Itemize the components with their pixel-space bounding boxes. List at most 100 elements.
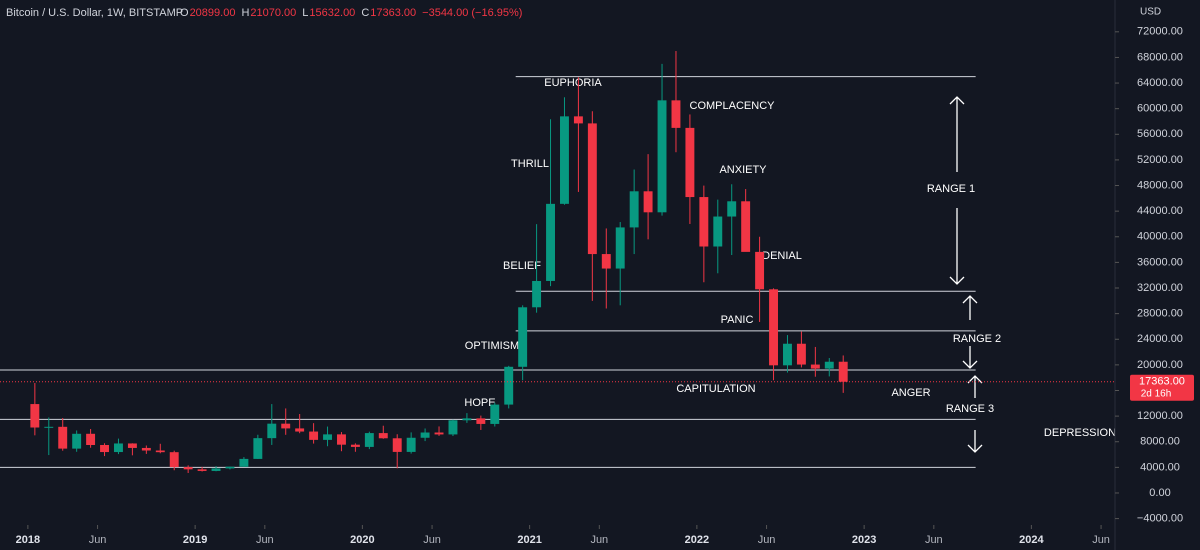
ohlc-readout: O 20899.00 H 21070.00 L 15632.00 C 17363.00 −354… [180,7,522,19]
ohlc-key: L [302,7,308,19]
candle-body [72,433,82,449]
annotation: DEPRESSION [1044,427,1116,439]
x-tick-label: 2022 [685,534,709,546]
x-tick-label: 2019 [183,534,207,546]
y-tick-label: 64000.00 [1137,77,1183,89]
arrows [949,96,983,453]
arrow [962,295,978,320]
candle-body [713,216,723,247]
candle-body [364,433,374,447]
candle-body [434,432,444,435]
annotation: HOPE [464,397,495,409]
arrow [949,208,965,285]
annotation: PANIC [721,314,754,326]
y-tick-label: 0.00 [1149,487,1170,499]
candle-body [225,466,235,469]
x-tick-label: Jun [925,534,943,546]
candle-body [448,420,458,435]
candle-body [114,443,123,453]
x-tick-label: 2021 [517,534,541,546]
candle-body [769,289,778,366]
candle-body [560,116,569,204]
ohlc-key: C [361,7,369,19]
candle-body [587,123,597,255]
y-tick-label: 44000.00 [1137,205,1183,217]
candle-body [518,307,528,367]
annotation: EUPHORIA [544,77,602,89]
candle-body [169,452,179,468]
candle-body [406,437,416,452]
price-tag-value: 17363.00 [1139,376,1185,388]
y-tick-label: 32000.00 [1137,282,1183,294]
ohlc-value: 20899.00 [190,7,236,19]
candle-body [295,428,305,432]
annotation: RANGE 1 [927,183,975,195]
arrow [962,346,978,369]
candle-body [727,201,737,217]
change: −3544.00 (−16.95%) [422,7,522,19]
candle-body [629,191,639,228]
candle-body [601,254,611,269]
candle-body [490,404,500,424]
candle-body [350,444,360,447]
annotation: OPTIMISM [465,340,519,352]
candle-body [197,469,207,471]
y-tick-label: 12000.00 [1137,410,1183,422]
annotation: RANGE 2 [953,333,1001,345]
y-tick-label: 28000.00 [1137,308,1183,320]
arrow [967,375,983,398]
price-tag-countdown: 2d 16h [1141,388,1172,399]
candle-body [838,361,848,382]
candle-body [183,467,193,470]
annotation: COMPLACENCY [690,100,776,112]
ohlc-value: 17363.00 [370,7,416,19]
y-tick-label: 36000.00 [1137,256,1183,268]
y-tick-label: 60000.00 [1137,103,1183,115]
candle-body [546,203,555,281]
ohlc-value: 21070.00 [250,7,296,19]
candle-body [253,438,263,459]
y-tick-label: 52000.00 [1137,154,1183,166]
y-tick-label: 20000.00 [1137,359,1183,371]
annotation: ANGER [891,387,930,399]
x-tick-label: Jun [1092,534,1110,546]
candle-body [699,197,709,247]
candle-body [741,201,751,252]
ohlc-value: 15632.00 [309,7,355,19]
symbol: Bitcoin / U.S. Dollar, 1W, BITSTAMP [6,7,183,19]
x-tick-label: 2018 [16,534,40,546]
y-tick-label: 56000.00 [1137,128,1183,140]
y-tick-label: 48000.00 [1137,179,1183,191]
candle-body [58,426,68,449]
candle-body [378,433,388,439]
annotation: THRILL [511,158,549,170]
x-tick-label: 2020 [350,534,374,546]
candle-body [323,434,332,440]
annotation: ANXIETY [719,164,767,176]
annotation: DENIAL [762,250,802,262]
ohlc-key: H [241,7,249,19]
annotation: RANGE 3 [946,403,994,415]
candle-body [824,361,834,369]
candle-body [141,447,151,451]
y-tick-label: 68000.00 [1137,51,1183,63]
candle-body [685,127,695,198]
candle-body [796,343,806,365]
y-tick-label: 8000.00 [1140,436,1180,448]
y-tick-label: −4000.00 [1137,513,1183,525]
candle-body [615,227,625,269]
y-tick-label: 72000.00 [1137,26,1183,38]
candle-body [573,116,583,124]
candle-body [810,364,820,369]
x-tick-label: Jun [423,534,441,546]
y-tick-label: 4000.00 [1140,461,1180,473]
candle-body [420,432,430,438]
candle-body [462,418,472,421]
candle-body [281,423,291,429]
price-tag [1130,374,1194,401]
annotations: EUPHORIA COMPLACENCY THRILL ANXIETY RANG… [464,77,1116,439]
candle-body [127,443,137,448]
candle-body [783,343,792,366]
